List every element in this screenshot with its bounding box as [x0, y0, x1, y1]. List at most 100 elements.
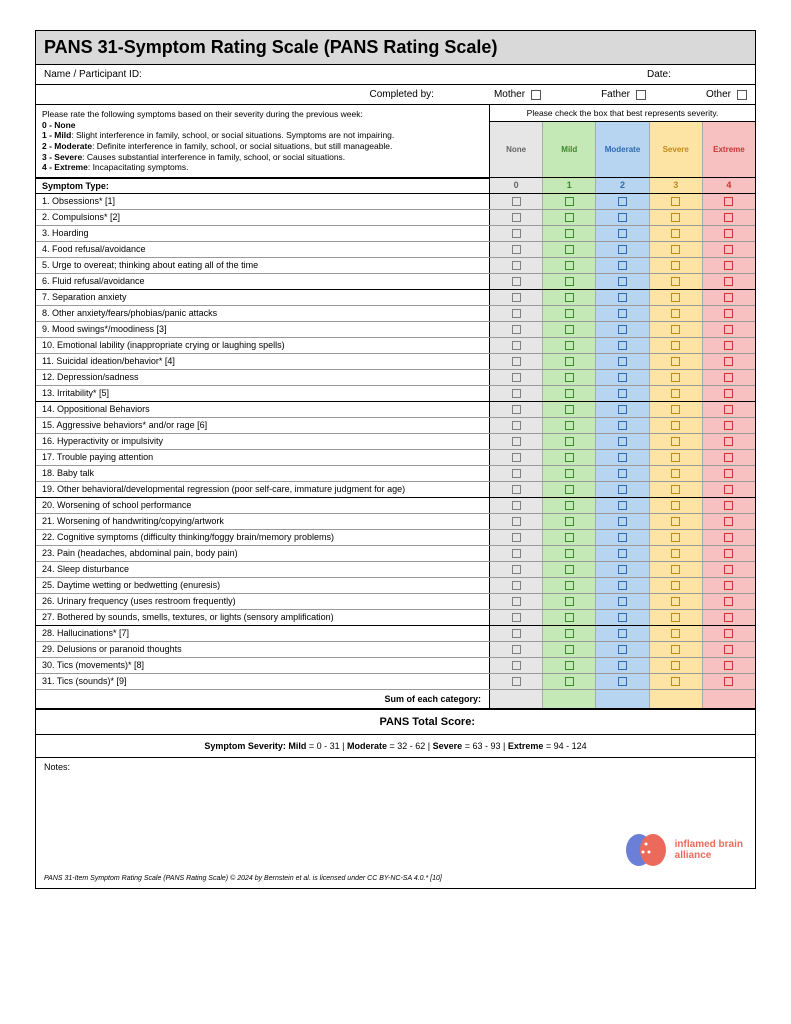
rating-checkbox[interactable]: [618, 341, 627, 350]
rating-checkbox[interactable]: [565, 421, 574, 430]
rating-checkbox[interactable]: [671, 629, 680, 638]
rating-checkbox[interactable]: [671, 533, 680, 542]
rating-checkbox[interactable]: [671, 501, 680, 510]
rating-checkbox[interactable]: [618, 373, 627, 382]
rating-checkbox[interactable]: [618, 421, 627, 430]
rating-checkbox[interactable]: [618, 677, 627, 686]
rating-checkbox[interactable]: [565, 373, 574, 382]
rating-checkbox[interactable]: [671, 309, 680, 318]
rating-checkbox[interactable]: [671, 677, 680, 686]
rating-checkbox[interactable]: [512, 645, 521, 654]
rating-checkbox[interactable]: [512, 597, 521, 606]
rating-checkbox[interactable]: [512, 581, 521, 590]
rating-checkbox[interactable]: [724, 533, 733, 542]
rating-checkbox[interactable]: [565, 293, 574, 302]
rating-checkbox[interactable]: [512, 517, 521, 526]
rating-checkbox[interactable]: [512, 389, 521, 398]
rating-checkbox[interactable]: [671, 229, 680, 238]
rating-checkbox[interactable]: [565, 341, 574, 350]
rating-checkbox[interactable]: [724, 325, 733, 334]
rating-checkbox[interactable]: [512, 245, 521, 254]
rating-checkbox[interactable]: [565, 261, 574, 270]
rating-checkbox[interactable]: [618, 229, 627, 238]
rating-checkbox[interactable]: [618, 213, 627, 222]
rating-checkbox[interactable]: [512, 549, 521, 558]
rating-checkbox[interactable]: [512, 293, 521, 302]
rating-checkbox[interactable]: [565, 661, 574, 670]
rating-checkbox[interactable]: [724, 469, 733, 478]
rating-checkbox[interactable]: [512, 485, 521, 494]
rating-checkbox[interactable]: [512, 261, 521, 270]
rating-checkbox[interactable]: [618, 437, 627, 446]
rating-checkbox[interactable]: [618, 453, 627, 462]
rating-checkbox[interactable]: [512, 373, 521, 382]
rating-checkbox[interactable]: [618, 517, 627, 526]
rating-checkbox[interactable]: [724, 245, 733, 254]
rating-checkbox[interactable]: [671, 645, 680, 654]
rating-checkbox[interactable]: [618, 581, 627, 590]
rating-checkbox[interactable]: [618, 629, 627, 638]
rating-checkbox[interactable]: [618, 245, 627, 254]
rating-checkbox[interactable]: [512, 341, 521, 350]
rating-checkbox[interactable]: [724, 357, 733, 366]
rating-checkbox[interactable]: [671, 261, 680, 270]
rating-checkbox[interactable]: [512, 229, 521, 238]
checkbox-mother[interactable]: [531, 90, 541, 100]
rating-checkbox[interactable]: [671, 597, 680, 606]
rating-checkbox[interactable]: [724, 501, 733, 510]
rating-checkbox[interactable]: [724, 677, 733, 686]
rating-checkbox[interactable]: [512, 357, 521, 366]
rating-checkbox[interactable]: [565, 213, 574, 222]
rating-checkbox[interactable]: [565, 245, 574, 254]
rating-checkbox[interactable]: [565, 517, 574, 526]
rating-checkbox[interactable]: [724, 661, 733, 670]
rating-checkbox[interactable]: [724, 437, 733, 446]
rating-checkbox[interactable]: [618, 277, 627, 286]
rating-checkbox[interactable]: [671, 549, 680, 558]
rating-checkbox[interactable]: [618, 501, 627, 510]
rating-checkbox[interactable]: [724, 229, 733, 238]
rating-checkbox[interactable]: [724, 565, 733, 574]
rating-checkbox[interactable]: [724, 629, 733, 638]
rating-checkbox[interactable]: [512, 197, 521, 206]
rating-checkbox[interactable]: [671, 565, 680, 574]
checkbox-other[interactable]: [737, 90, 747, 100]
rating-checkbox[interactable]: [724, 517, 733, 526]
rating-checkbox[interactable]: [724, 421, 733, 430]
rating-checkbox[interactable]: [671, 277, 680, 286]
rating-checkbox[interactable]: [565, 325, 574, 334]
rating-checkbox[interactable]: [671, 469, 680, 478]
rating-checkbox[interactable]: [618, 597, 627, 606]
rating-checkbox[interactable]: [618, 613, 627, 622]
rating-checkbox[interactable]: [671, 453, 680, 462]
rating-checkbox[interactable]: [565, 565, 574, 574]
rating-checkbox[interactable]: [512, 213, 521, 222]
rating-checkbox[interactable]: [671, 405, 680, 414]
rating-checkbox[interactable]: [618, 661, 627, 670]
rating-checkbox[interactable]: [565, 197, 574, 206]
rating-checkbox[interactable]: [724, 277, 733, 286]
rating-checkbox[interactable]: [512, 309, 521, 318]
rating-checkbox[interactable]: [671, 357, 680, 366]
rating-checkbox[interactable]: [671, 517, 680, 526]
rating-checkbox[interactable]: [724, 613, 733, 622]
rating-checkbox[interactable]: [724, 373, 733, 382]
rating-checkbox[interactable]: [724, 453, 733, 462]
rating-checkbox[interactable]: [671, 197, 680, 206]
rating-checkbox[interactable]: [512, 405, 521, 414]
rating-checkbox[interactable]: [565, 613, 574, 622]
rating-checkbox[interactable]: [671, 245, 680, 254]
rating-checkbox[interactable]: [512, 437, 521, 446]
rating-checkbox[interactable]: [671, 389, 680, 398]
rating-checkbox[interactable]: [671, 421, 680, 430]
rating-checkbox[interactable]: [565, 357, 574, 366]
rating-checkbox[interactable]: [565, 597, 574, 606]
rating-checkbox[interactable]: [565, 405, 574, 414]
rating-checkbox[interactable]: [618, 389, 627, 398]
rating-checkbox[interactable]: [618, 565, 627, 574]
rating-checkbox[interactable]: [565, 549, 574, 558]
rating-checkbox[interactable]: [671, 341, 680, 350]
rating-checkbox[interactable]: [512, 613, 521, 622]
rating-checkbox[interactable]: [671, 437, 680, 446]
rating-checkbox[interactable]: [565, 229, 574, 238]
